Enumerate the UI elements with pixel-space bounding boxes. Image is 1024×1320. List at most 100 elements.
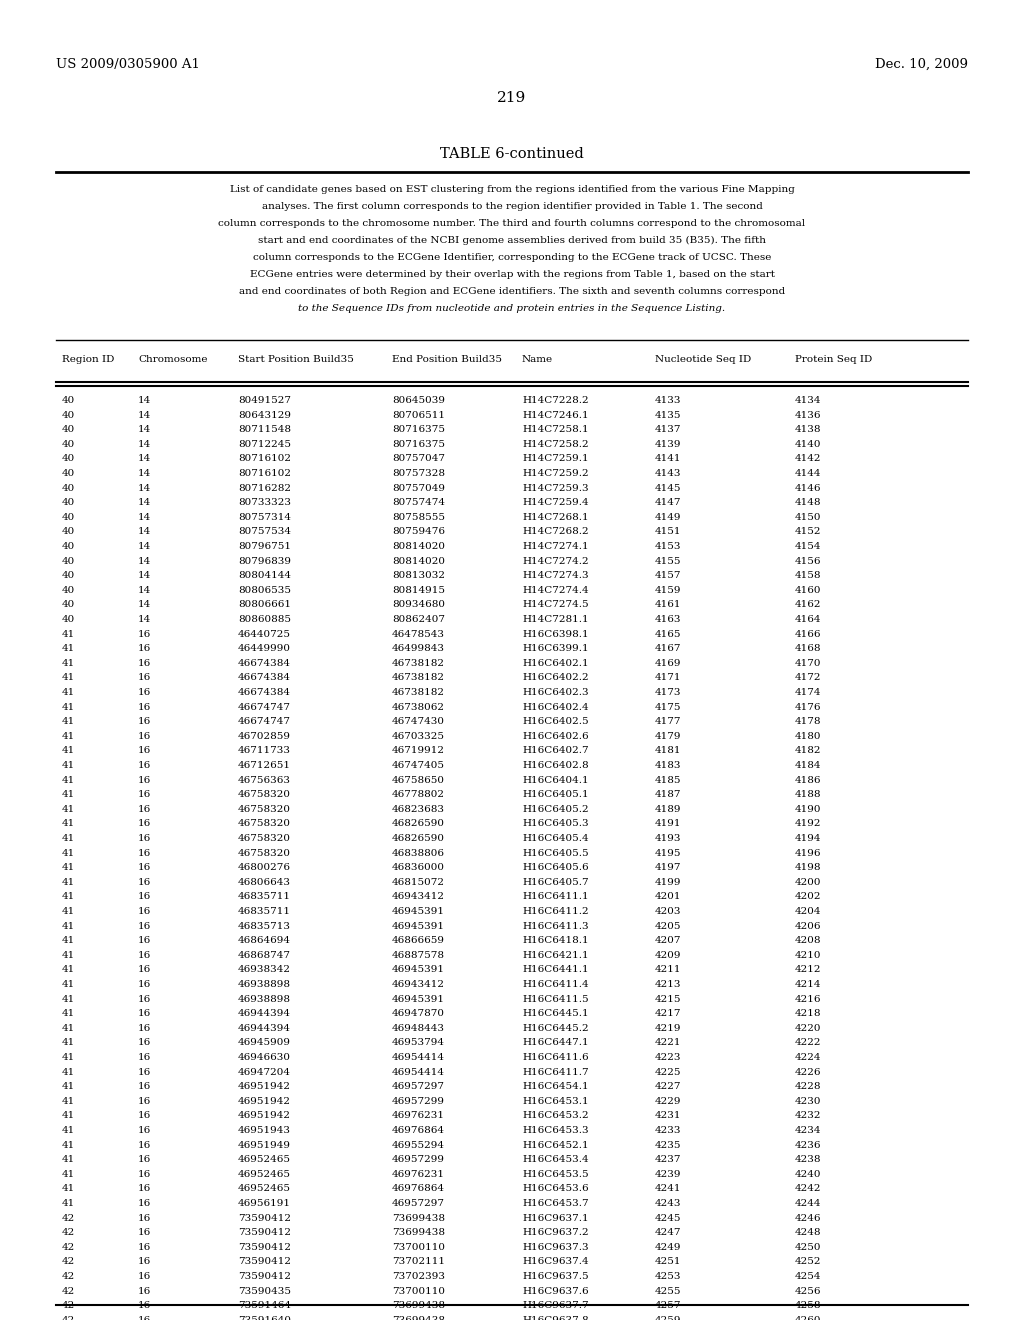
Text: 46945391: 46945391 [392,907,445,916]
Text: 4201: 4201 [655,892,682,902]
Text: H16C6405.2: H16C6405.2 [522,805,589,814]
Text: H14C7246.1: H14C7246.1 [522,411,589,420]
Text: 4252: 4252 [795,1258,821,1266]
Text: Name: Name [522,355,553,364]
Text: analyses. The first column corresponds to the region identifier provided in Tabl: analyses. The first column corresponds t… [261,202,763,211]
Text: H16C6445.2: H16C6445.2 [522,1024,589,1032]
Text: 14: 14 [138,454,152,463]
Text: 4176: 4176 [795,702,821,711]
Text: 41: 41 [62,849,75,858]
Text: 46702859: 46702859 [238,731,291,741]
Text: 41: 41 [62,1126,75,1135]
Text: 46952465: 46952465 [238,1155,291,1164]
Text: Region ID: Region ID [62,355,115,364]
Text: 16: 16 [138,1213,152,1222]
Text: 4244: 4244 [795,1199,821,1208]
Text: H16C9637.2: H16C9637.2 [522,1228,589,1237]
Text: H14C7274.4: H14C7274.4 [522,586,589,595]
Text: 4204: 4204 [795,907,821,916]
Text: 4154: 4154 [795,543,821,550]
Text: H16C6402.8: H16C6402.8 [522,762,589,770]
Text: H14C7259.2: H14C7259.2 [522,469,589,478]
Text: 80716375: 80716375 [392,425,445,434]
Text: 4151: 4151 [655,528,682,536]
Text: H16C9637.5: H16C9637.5 [522,1272,589,1280]
Text: H16C6453.6: H16C6453.6 [522,1184,589,1193]
Text: US 2009/0305900 A1: US 2009/0305900 A1 [56,58,201,71]
Text: H16C6402.2: H16C6402.2 [522,673,589,682]
Text: 46866659: 46866659 [392,936,445,945]
Text: 42: 42 [62,1228,75,1237]
Text: 4207: 4207 [655,936,682,945]
Text: 80758555: 80758555 [392,512,445,521]
Text: 41: 41 [62,834,75,843]
Text: 41: 41 [62,1068,75,1077]
Text: 16: 16 [138,1053,152,1063]
Text: 4145: 4145 [655,483,682,492]
Text: H16C6421.1: H16C6421.1 [522,950,589,960]
Text: H16C6398.1: H16C6398.1 [522,630,589,639]
Text: 73699438: 73699438 [392,1302,445,1311]
Text: 16: 16 [138,746,152,755]
Text: 16: 16 [138,1126,152,1135]
Text: 4230: 4230 [795,1097,821,1106]
Text: 46956191: 46956191 [238,1199,291,1208]
Text: 46864694: 46864694 [238,936,291,945]
Text: 16: 16 [138,688,152,697]
Text: 4249: 4249 [655,1243,682,1251]
Text: 4162: 4162 [795,601,821,610]
Text: H16C6452.1: H16C6452.1 [522,1140,589,1150]
Text: 4136: 4136 [795,411,821,420]
Text: 42: 42 [62,1316,75,1320]
Text: 41: 41 [62,979,75,989]
Text: 4163: 4163 [655,615,682,624]
Text: 4195: 4195 [655,849,682,858]
Text: 14: 14 [138,411,152,420]
Text: H14C7258.2: H14C7258.2 [522,440,589,449]
Text: 14: 14 [138,528,152,536]
Text: 14: 14 [138,615,152,624]
Text: 16: 16 [138,762,152,770]
Text: 4150: 4150 [795,512,821,521]
Text: 41: 41 [62,892,75,902]
Text: 4198: 4198 [795,863,821,873]
Text: 46674384: 46674384 [238,688,291,697]
Text: 4143: 4143 [655,469,682,478]
Text: 46674747: 46674747 [238,717,291,726]
Text: 4170: 4170 [795,659,821,668]
Text: H16C6405.1: H16C6405.1 [522,791,589,799]
Text: H16C6447.1: H16C6447.1 [522,1039,589,1047]
Text: 46943412: 46943412 [392,892,445,902]
Text: 41: 41 [62,820,75,829]
Text: 42: 42 [62,1243,75,1251]
Text: 4152: 4152 [795,528,821,536]
Text: 46800276: 46800276 [238,863,291,873]
Text: 46947204: 46947204 [238,1068,291,1077]
Text: 4250: 4250 [795,1243,821,1251]
Text: 4165: 4165 [655,630,682,639]
Text: 46976864: 46976864 [392,1126,445,1135]
Text: 4228: 4228 [795,1082,821,1092]
Text: 46954414: 46954414 [392,1053,445,1063]
Text: 80806535: 80806535 [238,586,291,595]
Text: 4238: 4238 [795,1155,821,1164]
Text: 14: 14 [138,512,152,521]
Text: 4243: 4243 [655,1199,682,1208]
Text: 16: 16 [138,965,152,974]
Text: 4245: 4245 [655,1213,682,1222]
Text: H16C6453.4: H16C6453.4 [522,1155,589,1164]
Text: 41: 41 [62,1199,75,1208]
Text: 14: 14 [138,586,152,595]
Text: 4171: 4171 [655,673,682,682]
Text: 4138: 4138 [795,425,821,434]
Text: 4205: 4205 [655,921,682,931]
Text: 80712245: 80712245 [238,440,291,449]
Text: 73699438: 73699438 [392,1213,445,1222]
Text: 4196: 4196 [795,849,821,858]
Text: 46938342: 46938342 [238,965,291,974]
Text: 16: 16 [138,1039,152,1047]
Text: 4188: 4188 [795,791,821,799]
Text: 80757474: 80757474 [392,498,445,507]
Text: 4134: 4134 [795,396,821,405]
Text: 4209: 4209 [655,950,682,960]
